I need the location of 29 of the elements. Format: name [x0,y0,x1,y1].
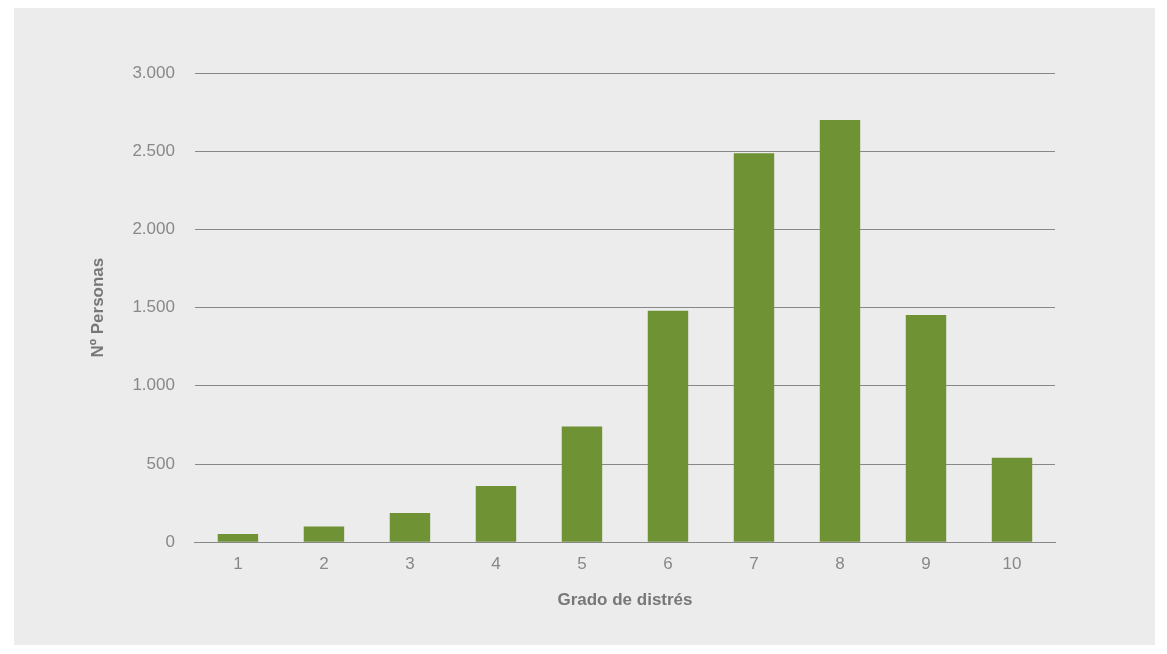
bar [561,426,603,542]
bar [647,310,689,542]
y-tick-label: 2.500 [132,140,175,160]
y-tick-label: 2.000 [132,219,175,239]
y-axis-title: Nº Personas [87,257,107,358]
bar [733,153,775,542]
y-tick-label: 3.000 [132,62,175,82]
y-tick-label: 1.500 [132,297,175,317]
bar [389,512,431,542]
x-tick-label: 4 [491,554,501,574]
x-tick-label: 6 [663,554,673,574]
bar [303,526,345,542]
bar [819,119,861,542]
bar [475,485,517,542]
x-tick-label: 7 [749,554,759,574]
y-tick-label: 0 [165,531,175,551]
bar [905,314,947,542]
x-axis-title: Grado de distrés [557,590,693,610]
x-tick-label: 10 [1002,554,1022,574]
bar [217,533,259,542]
x-tick-label: 5 [577,554,587,574]
x-tick-label: 9 [921,554,931,574]
x-tick-label: 1 [233,554,243,574]
y-tick-label: 1.000 [132,375,175,395]
y-tick-label: 500 [146,453,175,473]
x-tick-label: 8 [835,554,845,574]
x-tick-label: 2 [319,554,329,574]
x-tick-label: 3 [405,554,415,574]
bar [991,457,1033,542]
